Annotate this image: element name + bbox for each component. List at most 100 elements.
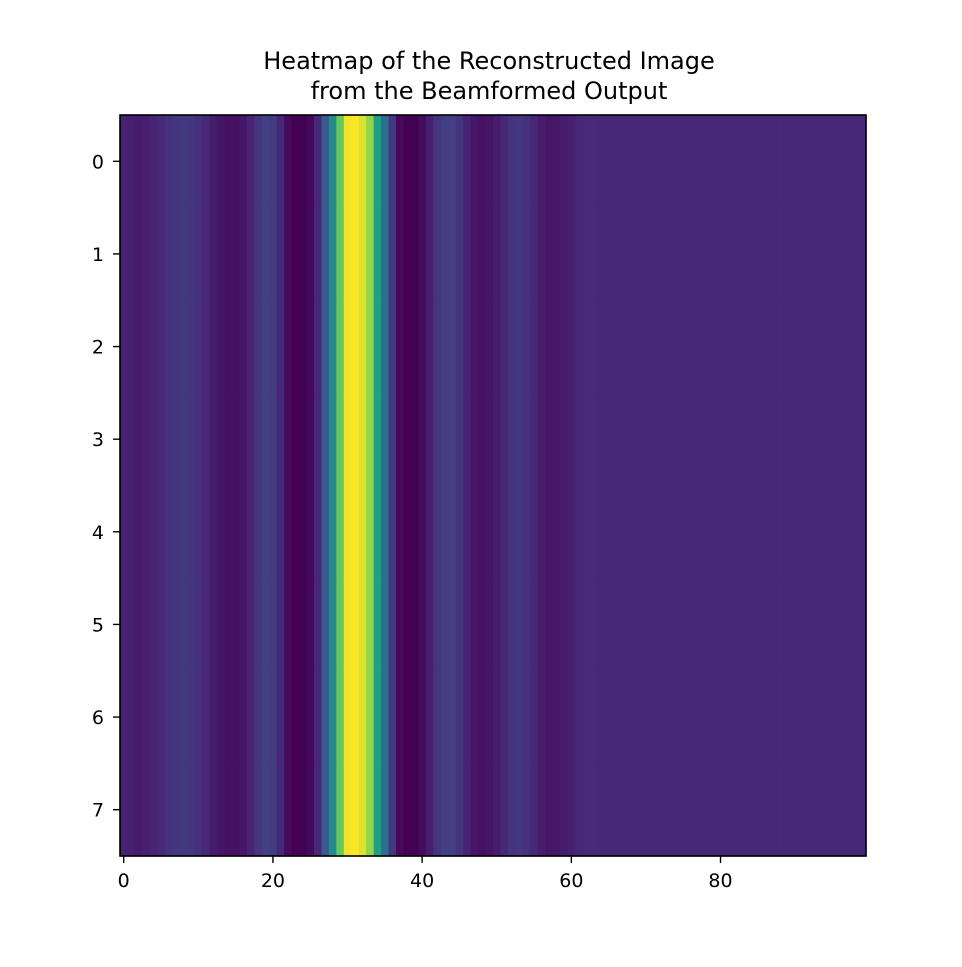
heatmap-cell [246, 115, 255, 209]
heatmap-cell [463, 115, 472, 209]
heatmap-cell [396, 485, 405, 579]
heatmap-cell [642, 300, 651, 394]
heatmap-cell [224, 485, 233, 579]
heatmap-cell [836, 115, 845, 209]
heatmap-cell [776, 578, 785, 672]
heatmap-cell [530, 670, 539, 764]
heatmap-cell [798, 670, 807, 764]
heatmap-cell [246, 300, 255, 394]
heatmap-cell [783, 392, 792, 487]
heatmap-cell [694, 115, 703, 209]
heatmap-cell [701, 578, 710, 672]
heatmap-cell [761, 763, 770, 857]
heatmap-cell [134, 115, 143, 209]
heatmap-cell [299, 115, 308, 209]
heatmap-cell [843, 392, 852, 487]
heatmap-cell [686, 763, 696, 857]
heatmap-cell [149, 485, 158, 579]
heatmap-cell [619, 115, 628, 209]
heatmap-cell [597, 115, 606, 209]
heatmap-cell [120, 392, 129, 487]
heatmap-cell [806, 300, 815, 394]
heatmap-cell [463, 485, 472, 579]
heatmap-cell [522, 763, 531, 857]
heatmap-cell [202, 578, 211, 672]
heatmap-cell [731, 115, 740, 209]
heatmap-cell [686, 670, 696, 764]
heatmap-cell [478, 670, 487, 764]
heatmap-cell [679, 115, 688, 209]
heatmap-cell [418, 670, 427, 764]
heatmap-cell [851, 392, 860, 487]
heatmap-cell [157, 115, 166, 209]
heatmap-cell [515, 115, 524, 209]
heatmap-cell [194, 578, 203, 672]
heatmap-cell [373, 392, 382, 487]
heatmap-cell [410, 485, 419, 579]
heatmap-cell [582, 578, 591, 672]
heatmap-cell [843, 300, 852, 394]
heatmap-cell [769, 485, 778, 579]
heatmap-cell [709, 763, 718, 857]
heatmap-cell [657, 763, 666, 857]
heatmap-cell [276, 300, 285, 394]
heatmap-cell [358, 763, 367, 857]
heatmap-cell [567, 392, 576, 487]
heatmap-cell [328, 300, 337, 394]
heatmap-cell [500, 578, 509, 672]
heatmap-cell [306, 207, 315, 301]
heatmap-cell [709, 670, 718, 764]
heatmap-cell [649, 578, 658, 672]
heatmap-cell [373, 763, 382, 857]
heatmap-cell [500, 300, 509, 394]
heatmap-cell [672, 300, 681, 394]
heatmap-cell [679, 578, 688, 672]
heatmap-cell [604, 300, 613, 394]
heatmap-cell [455, 392, 464, 487]
heatmap-cell [343, 670, 352, 764]
heatmap-cell [224, 300, 233, 394]
heatmap-cell [545, 115, 554, 209]
heatmap-cell [589, 763, 599, 857]
heatmap-cell [366, 392, 375, 487]
heatmap-cell [261, 300, 270, 394]
heatmap-cell [231, 670, 240, 764]
heatmap-cell [269, 670, 278, 764]
heatmap-cell [769, 207, 778, 301]
heatmap-cell [261, 485, 270, 579]
heatmap-cell [724, 392, 733, 487]
heatmap-cell [209, 300, 218, 394]
heatmap-cell [269, 392, 278, 487]
heatmap-cell [403, 578, 412, 672]
heatmap-cell [716, 207, 725, 301]
heatmap-cell [545, 578, 554, 672]
heatmap-cell [731, 763, 740, 857]
heatmap-cell [134, 578, 143, 672]
heatmap-cell [366, 300, 375, 394]
heatmap-cell [731, 300, 740, 394]
heatmap-cell [552, 300, 561, 394]
heatmap-cell [313, 207, 323, 301]
heatmap-cell [485, 300, 494, 394]
heatmap-cell [336, 485, 345, 579]
heatmap-cell [649, 763, 658, 857]
heatmap-cell [582, 485, 591, 579]
heatmap-cell [679, 763, 688, 857]
heatmap-cell [418, 392, 427, 487]
heatmap-cell [522, 485, 531, 579]
heatmap-cell [157, 485, 166, 579]
heatmap-cell [194, 392, 203, 487]
heatmap-cell [672, 578, 681, 672]
heatmap-cell [209, 115, 218, 209]
heatmap-cell [209, 670, 218, 764]
heatmap-cell [179, 578, 188, 672]
heatmap-cell [642, 392, 651, 487]
heatmap-cell [149, 578, 158, 672]
heatmap-cell [478, 485, 487, 579]
heatmap-cell [754, 670, 763, 764]
heatmap-cell [478, 115, 487, 209]
heatmap-cell [336, 207, 345, 301]
heatmap-cell [440, 207, 449, 301]
heatmap-cell [567, 670, 576, 764]
